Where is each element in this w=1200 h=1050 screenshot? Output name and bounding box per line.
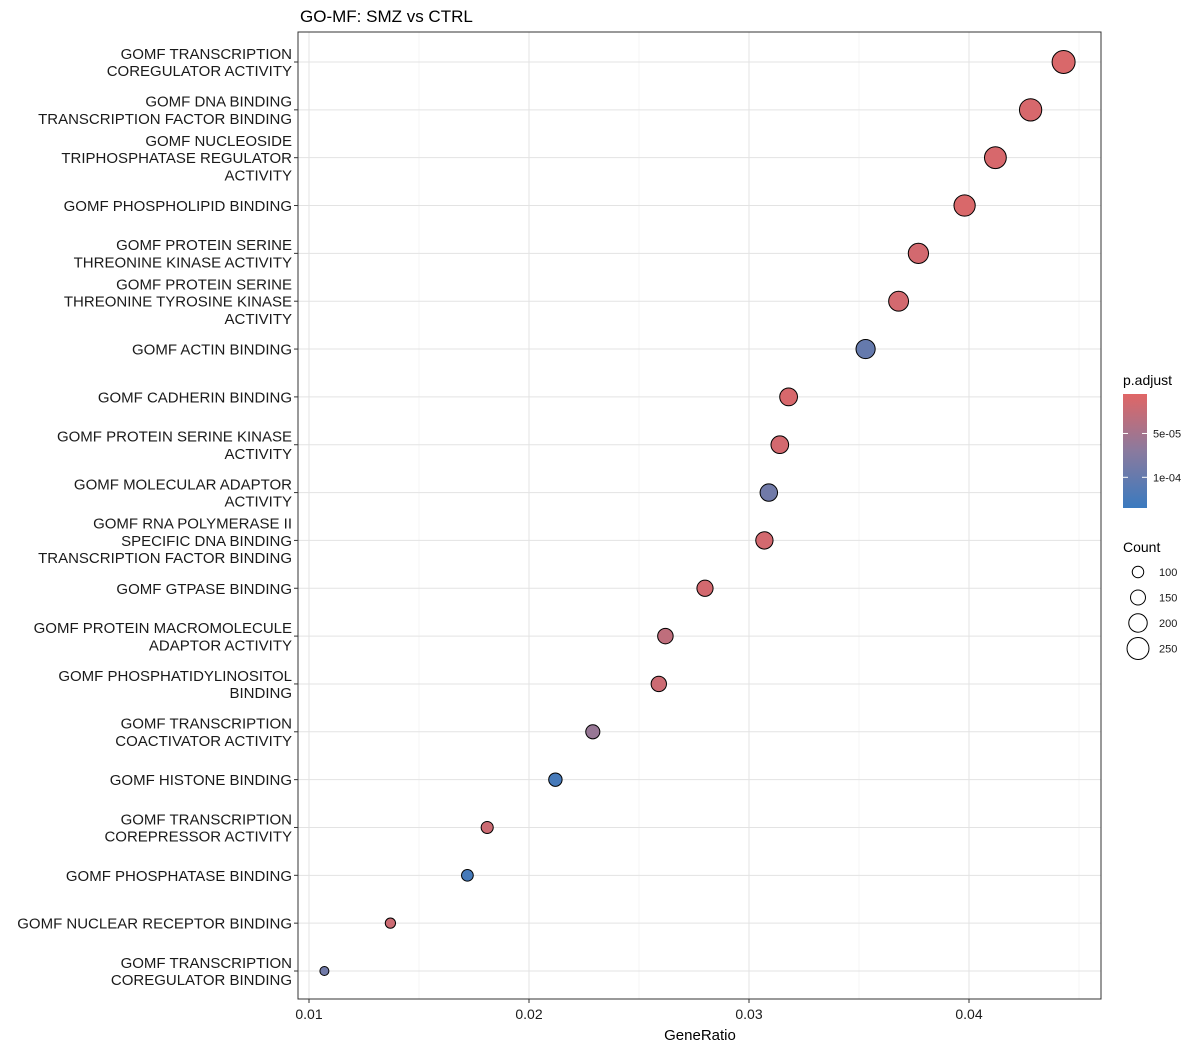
y-tick-label: THREONINE KINASE ACTIVITY <box>74 255 292 272</box>
y-tick-label: GOMF CADHERIN BINDING <box>98 389 292 406</box>
y-tick-label: ACTIVITY <box>224 446 292 463</box>
color-legend: p.adjust 5e-05 1e-04 <box>1123 372 1181 508</box>
color-legend-label: 1e-04 <box>1153 472 1181 484</box>
size-legend-items: 100 150 200 250 <box>1126 565 1177 660</box>
x-axis: 0.01 0.02 0.03 0.04 <box>295 999 983 1022</box>
size-legend-dot <box>1131 565 1145 579</box>
data-point <box>755 531 774 550</box>
y-tick-label: TRANSCRIPTION FACTOR BINDING <box>38 550 292 567</box>
grid-lines <box>298 32 1101 999</box>
data-point <box>650 675 667 693</box>
color-legend-title: p.adjust <box>1123 372 1172 388</box>
y-tick-label: GOMF TRANSCRIPTION <box>121 955 292 972</box>
data-point <box>779 387 798 407</box>
x-tick-label: 0.02 <box>515 1006 542 1022</box>
y-tick-label: GOMF RNA POLYMERASE II <box>93 516 292 533</box>
x-tick-label: 0.03 <box>735 1006 762 1022</box>
size-legend-label: 250 <box>1159 644 1177 656</box>
x-tick-label: 0.01 <box>295 1006 322 1022</box>
color-legend-bar <box>1123 394 1147 508</box>
y-tick-label: COACTIVATOR ACTIVITY <box>115 733 292 750</box>
y-tick-label: GOMF PHOSPHATASE BINDING <box>66 868 292 885</box>
y-tick-label: GOMF MOLECULAR ADAPTOR <box>74 476 292 493</box>
plot-border <box>297 31 1102 1000</box>
y-tick-label: GOMF GTPASE BINDING <box>116 581 292 598</box>
data-point <box>696 579 714 597</box>
data-point <box>548 772 563 787</box>
y-tick-label: GOMF PROTEIN SERINE KINASE <box>57 429 292 446</box>
plot-panel <box>298 32 1101 999</box>
chart-title: GO-MF: SMZ vs CTRL <box>300 7 473 26</box>
data-point <box>770 435 790 455</box>
y-tick-label: BINDING <box>229 685 292 702</box>
y-tick-label: GOMF DNA BINDING <box>145 94 292 111</box>
x-axis-title: GeneRatio <box>664 1027 736 1044</box>
y-tick-label: GOMF PROTEIN SERINE <box>116 237 292 254</box>
data-point <box>907 242 930 264</box>
size-legend-label: 100 <box>1159 567 1177 579</box>
size-legend-label: 200 <box>1159 618 1177 630</box>
data-point <box>953 194 976 217</box>
y-tick-label: GOMF PROTEIN MACROMOLECULE <box>34 620 292 637</box>
y-tick-label: ACTIVITY <box>224 311 292 328</box>
y-tick-label: TRANSCRIPTION FACTOR BINDING <box>38 111 292 128</box>
y-tick-label: GOMF NUCLEAR RECEPTOR BINDING <box>17 916 292 933</box>
size-legend: Count 100 150 200 250 <box>1123 539 1177 660</box>
y-tick-label: GOMF TRANSCRIPTION <box>121 46 292 63</box>
y-tick-label: COREGULATOR BINDING <box>111 972 292 989</box>
y-tick-label: GOMF TRANSCRIPTION <box>121 716 292 733</box>
color-legend-label: 5e-05 <box>1153 428 1181 440</box>
y-tick-label: ACTIVITY <box>224 167 292 184</box>
data-point <box>1018 98 1043 122</box>
data-point <box>384 917 397 929</box>
x-tick-label: 0.04 <box>955 1006 982 1022</box>
size-legend-dot <box>1126 637 1150 660</box>
size-legend-title: Count <box>1123 539 1160 555</box>
data-point <box>585 724 601 740</box>
data-point <box>461 868 474 882</box>
y-tick-label: COREPRESSOR ACTIVITY <box>104 829 292 846</box>
y-tick-label: ACTIVITY <box>224 494 292 511</box>
size-legend-dot <box>1128 613 1148 633</box>
data-point <box>480 820 494 835</box>
y-tick-label: GOMF PROTEIN SERINE <box>116 276 292 293</box>
y-tick-label: GOMF PHOSPHATIDYLINOSITOL <box>58 668 292 685</box>
y-tick-label: TRIPHOSPHATASE REGULATOR <box>61 150 292 167</box>
y-tick-label: ADAPTOR ACTIVITY <box>149 637 292 654</box>
size-legend-dot <box>1130 589 1146 606</box>
y-tick-label: SPECIFIC DNA BINDING <box>121 533 292 550</box>
data-point <box>1051 50 1076 74</box>
y-tick-label: THREONINE TYROSINE KINASE <box>64 294 292 311</box>
data-point <box>855 338 876 360</box>
data-point <box>657 627 674 645</box>
data-point <box>319 966 330 976</box>
data-points <box>319 50 1076 976</box>
y-tick-label: GOMF ACTIN BINDING <box>132 342 292 359</box>
y-tick-label: GOMF HISTONE BINDING <box>110 772 292 789</box>
data-point <box>759 483 779 502</box>
y-tick-label: GOMF TRANSCRIPTION <box>121 811 292 828</box>
size-legend-label: 150 <box>1159 593 1177 605</box>
data-point <box>983 146 1007 170</box>
y-tick-label: GOMF PHOSPHOLIPID BINDING <box>64 198 292 215</box>
y-tick-label: COREGULATOR ACTIVITY <box>107 63 292 80</box>
y-tick-label: GOMF NUCLEOSIDE <box>145 133 292 150</box>
data-point <box>888 290 910 312</box>
color-legend-ticks: 5e-05 1e-04 <box>1123 428 1181 484</box>
